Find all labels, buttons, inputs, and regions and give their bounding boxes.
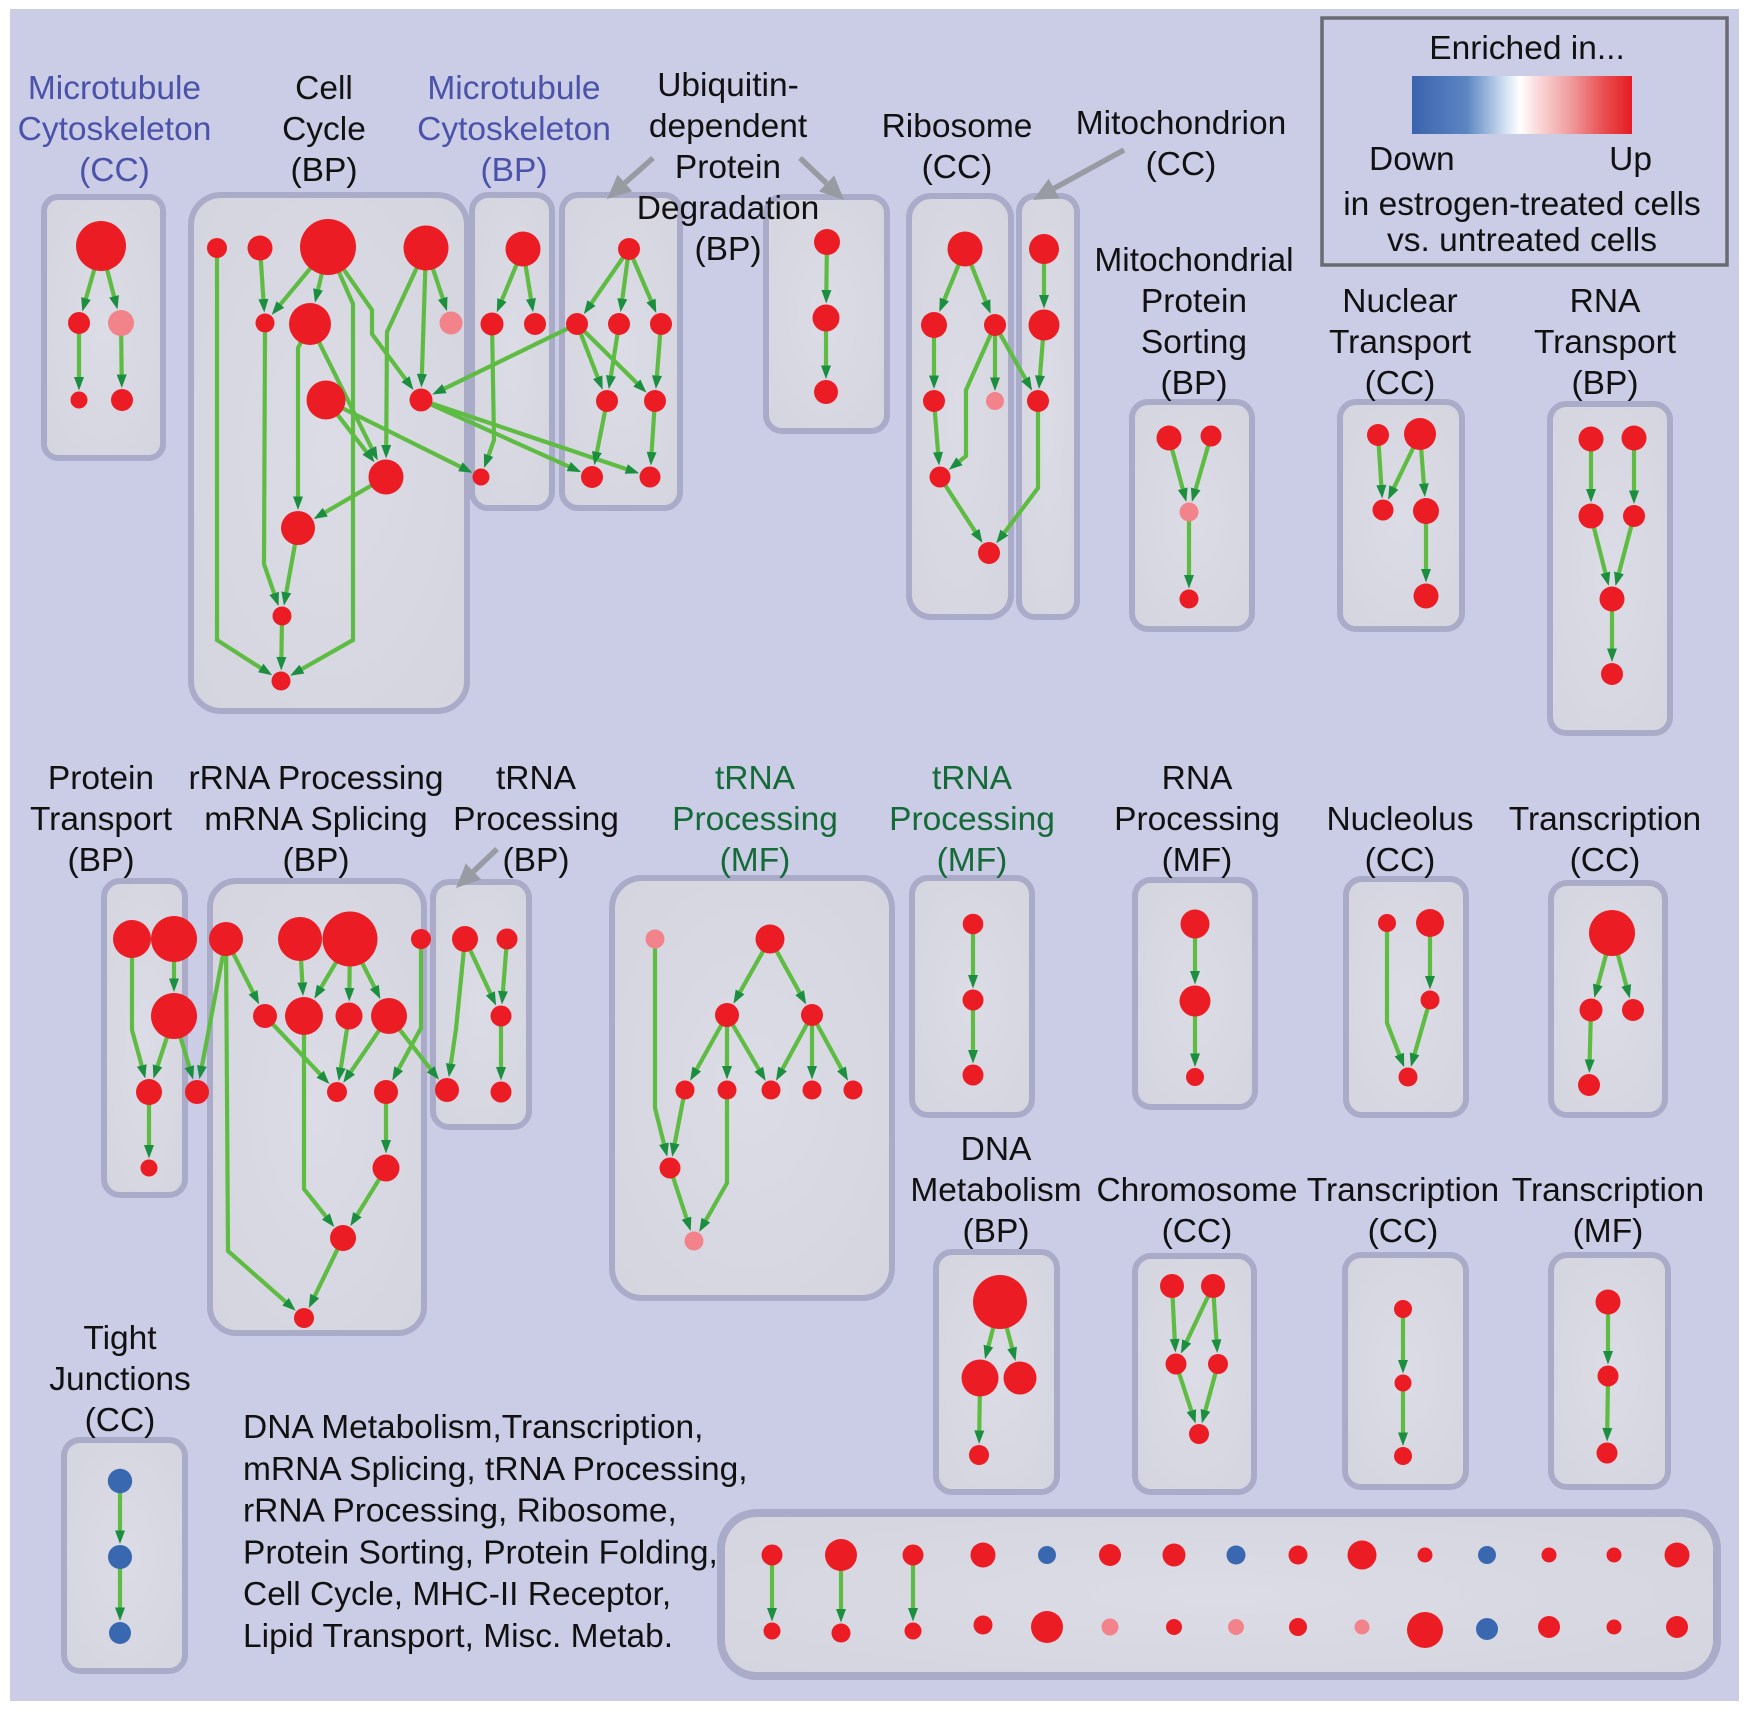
svg-text:(BP): (BP) — [1572, 365, 1639, 402]
svg-text:(CC): (CC) — [1146, 146, 1217, 183]
svg-text:Protein Sorting, Protein Foldi: Protein Sorting, Protein Folding, — [243, 1534, 718, 1571]
svg-text:Tight: Tight — [83, 1320, 157, 1357]
svg-text:Protein: Protein — [1141, 283, 1247, 320]
svg-text:(CC): (CC) — [1162, 1213, 1233, 1250]
svg-text:Mitochondrial: Mitochondrial — [1094, 242, 1293, 279]
svg-text:(BP): (BP) — [283, 842, 350, 879]
svg-text:(CC): (CC) — [1365, 365, 1436, 402]
svg-text:vs. untreated cells: vs. untreated cells — [1387, 222, 1657, 259]
svg-text:RNA: RNA — [1570, 283, 1641, 320]
svg-text:Transport: Transport — [1534, 324, 1677, 361]
svg-text:(MF): (MF) — [720, 842, 791, 879]
svg-text:Sorting: Sorting — [1141, 324, 1247, 361]
svg-text:tRNA: tRNA — [715, 760, 796, 797]
svg-text:Enriched in...: Enriched in... — [1429, 30, 1625, 67]
svg-text:(MF): (MF) — [937, 842, 1008, 879]
svg-text:(CC): (CC) — [922, 149, 993, 186]
svg-text:tRNA: tRNA — [932, 760, 1013, 797]
svg-text:(CC): (CC) — [79, 152, 150, 189]
svg-text:RNA: RNA — [1162, 760, 1233, 797]
svg-text:(BP): (BP) — [1161, 365, 1228, 402]
svg-text:DNA: DNA — [961, 1131, 1032, 1168]
svg-text:dependent: dependent — [649, 108, 808, 145]
svg-text:DNA Metabolism,Transcription,: DNA Metabolism,Transcription, — [243, 1409, 703, 1446]
svg-text:Processing: Processing — [889, 801, 1055, 838]
svg-text:Cycle: Cycle — [282, 111, 366, 148]
svg-text:Microtubule: Microtubule — [427, 70, 600, 107]
svg-text:in estrogen-treated cells: in estrogen-treated cells — [1343, 186, 1701, 223]
svg-text:Nucleolus: Nucleolus — [1326, 801, 1473, 838]
svg-text:rRNA Processing: rRNA Processing — [188, 760, 443, 797]
svg-text:Protein: Protein — [675, 149, 781, 186]
svg-text:mRNA Splicing, tRNA Processing: mRNA Splicing, tRNA Processing, — [243, 1451, 748, 1488]
svg-text:Lipid Transport, Misc. Metab.: Lipid Transport, Misc. Metab. — [243, 1618, 673, 1655]
svg-text:Cell Cycle, MHC-II Receptor,: Cell Cycle, MHC-II Receptor, — [243, 1576, 671, 1613]
svg-text:Degradation: Degradation — [637, 190, 820, 227]
svg-text:Processing: Processing — [453, 801, 619, 838]
svg-text:(BP): (BP) — [291, 152, 358, 189]
svg-text:(BP): (BP) — [695, 231, 762, 268]
svg-text:Cytoskeleton: Cytoskeleton — [417, 111, 611, 148]
svg-text:Junctions: Junctions — [49, 1361, 191, 1398]
svg-text:Cytoskeleton: Cytoskeleton — [18, 111, 212, 148]
svg-text:mRNA Splicing: mRNA Splicing — [204, 801, 427, 838]
svg-text:Transcription: Transcription — [1512, 1172, 1704, 1209]
svg-text:(CC): (CC) — [1368, 1213, 1439, 1250]
svg-text:(MF): (MF) — [1573, 1213, 1644, 1250]
svg-text:rRNA Processing, Ribosome,: rRNA Processing, Ribosome, — [243, 1493, 677, 1530]
svg-text:Transcription: Transcription — [1509, 801, 1701, 838]
svg-text:Down: Down — [1369, 141, 1455, 178]
svg-text:(BP): (BP) — [963, 1213, 1030, 1250]
svg-text:(MF): (MF) — [1162, 842, 1233, 879]
svg-text:Transport: Transport — [30, 801, 173, 838]
svg-text:Processing: Processing — [1114, 801, 1280, 838]
svg-text:Ubiquitin-: Ubiquitin- — [657, 67, 799, 104]
svg-text:Nuclear: Nuclear — [1342, 283, 1457, 320]
svg-text:(BP): (BP) — [481, 152, 548, 189]
svg-text:tRNA: tRNA — [496, 760, 577, 797]
svg-text:Processing: Processing — [672, 801, 838, 838]
svg-text:Microtubule: Microtubule — [28, 70, 201, 107]
svg-text:Protein: Protein — [48, 760, 154, 797]
svg-text:(BP): (BP) — [503, 842, 570, 879]
svg-text:Transcription: Transcription — [1307, 1172, 1499, 1209]
svg-text:Ribosome: Ribosome — [882, 108, 1033, 145]
svg-text:Chromosome: Chromosome — [1096, 1172, 1297, 1209]
svg-text:Transport: Transport — [1329, 324, 1472, 361]
svg-text:(CC): (CC) — [1570, 842, 1641, 879]
svg-text:Metabolism: Metabolism — [910, 1172, 1081, 1209]
svg-text:(CC): (CC) — [85, 1402, 156, 1439]
svg-text:(BP): (BP) — [68, 842, 135, 879]
svg-text:Up: Up — [1609, 141, 1652, 178]
svg-text:Cell: Cell — [295, 70, 353, 107]
svg-text:(CC): (CC) — [1365, 842, 1436, 879]
svg-text:Mitochondrion: Mitochondrion — [1076, 105, 1286, 142]
